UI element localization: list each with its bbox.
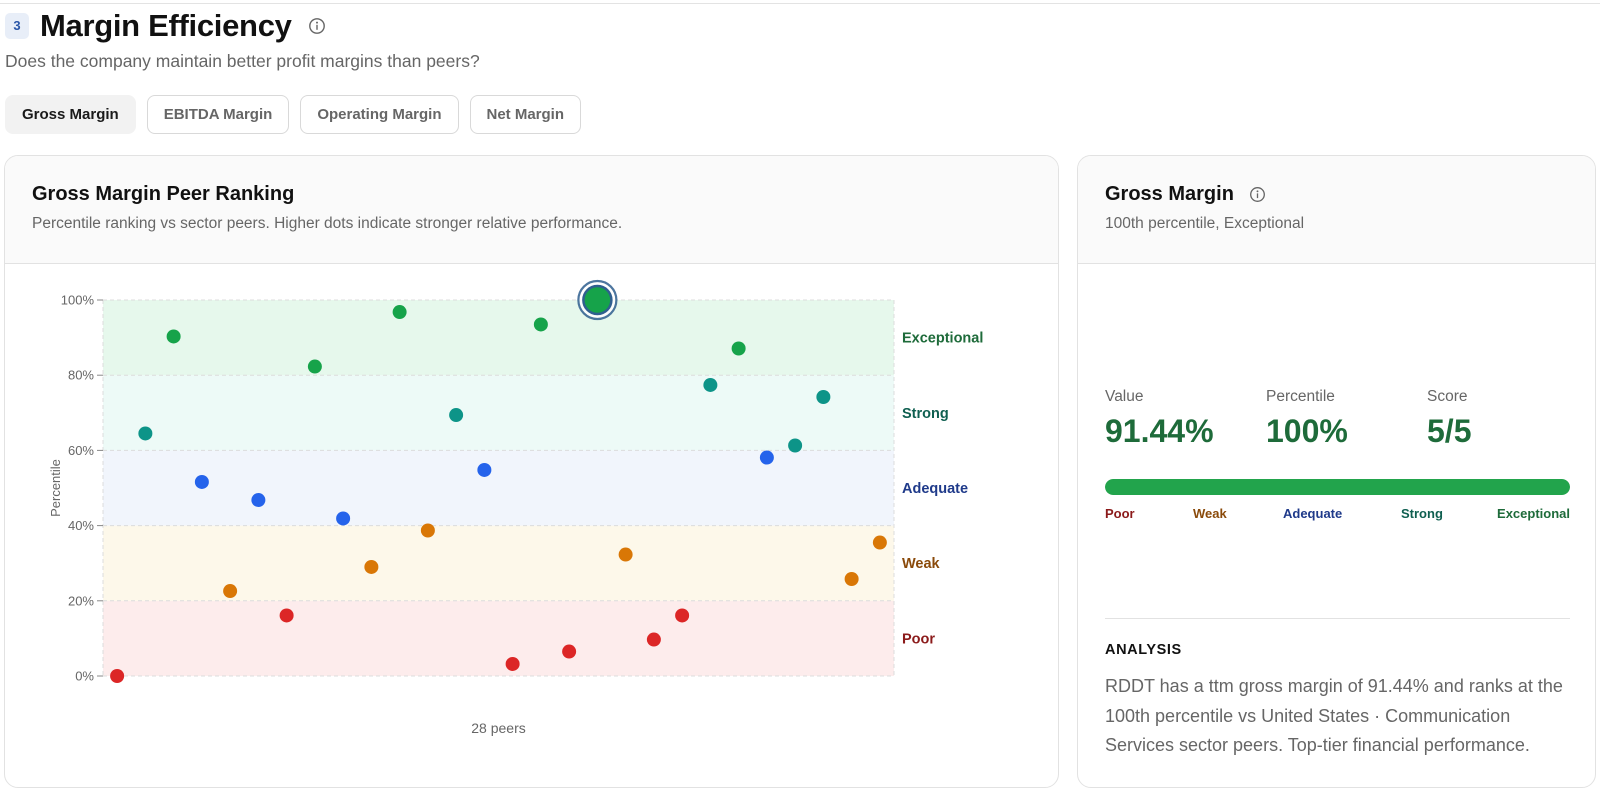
data-point xyxy=(307,359,322,374)
metric-summary-card: Gross Margin 100th percentile, Exception… xyxy=(1077,155,1596,788)
band-exceptional xyxy=(103,300,894,376)
analysis-text: RDDT has a ttm gross margin of 91.44% an… xyxy=(1105,676,1563,755)
band-weak xyxy=(103,525,894,601)
tab-ebitda-margin[interactable]: EBITDA Margin xyxy=(146,95,290,134)
data-point xyxy=(505,656,520,671)
analysis-divider xyxy=(1105,618,1570,619)
stat-score-block: Score 5/5 xyxy=(1427,388,1471,450)
metric-title: Gross Margin xyxy=(1105,183,1234,205)
data-point xyxy=(223,584,238,599)
scale-label-exceptional: Exceptional xyxy=(1497,506,1570,521)
metric-title-row: Gross Margin xyxy=(1105,183,1266,206)
scale-label-weak: Weak xyxy=(1193,506,1227,521)
data-point xyxy=(872,535,887,550)
band-strong xyxy=(103,375,894,451)
data-point xyxy=(138,426,153,441)
data-point xyxy=(533,317,548,332)
percentile-bar xyxy=(1105,479,1570,495)
band-adequate xyxy=(103,450,894,526)
x-axis-label: 28 peers xyxy=(471,720,525,736)
analysis-heading: ANALYSIS xyxy=(1105,642,1182,658)
data-point xyxy=(759,450,774,465)
data-point xyxy=(392,305,407,320)
data-point xyxy=(618,547,633,562)
scale-label-poor: Poor xyxy=(1105,506,1135,521)
data-point xyxy=(731,341,746,356)
tab-net-margin[interactable]: Net Margin xyxy=(469,95,582,134)
data-point xyxy=(449,408,464,423)
band-label-strong: Strong xyxy=(902,406,949,422)
y-tick-label: 100% xyxy=(61,293,95,308)
top-divider xyxy=(0,3,1600,4)
stat-score-label: Score xyxy=(1427,388,1468,405)
percentile-bar-fill xyxy=(1105,479,1570,495)
scale-label-strong: Strong xyxy=(1401,506,1443,521)
metric-info-icon[interactable] xyxy=(1249,186,1266,203)
peer-ranking-card-header xyxy=(5,156,1058,264)
metric-card-header xyxy=(1078,156,1595,264)
data-point xyxy=(788,438,803,453)
band-poor xyxy=(103,600,894,676)
data-point-highlight xyxy=(582,284,613,316)
data-point xyxy=(166,329,181,344)
data-point xyxy=(844,571,859,586)
data-point xyxy=(816,390,831,405)
page-title: Margin Efficiency xyxy=(40,8,292,43)
peer-ranking-chart: 0% 20% 40% 60% 80% 100% Percentile 28 peers Poor… xyxy=(48,279,983,736)
y-axis-label: Percentile xyxy=(48,459,63,517)
stat-percentile: 100% xyxy=(1266,413,1348,449)
stat-value: 91.44% xyxy=(1105,413,1214,449)
data-point xyxy=(279,608,294,623)
data-point xyxy=(110,669,125,683)
y-tick-label: 60% xyxy=(68,443,94,458)
data-point xyxy=(703,377,718,392)
info-icon[interactable] xyxy=(308,17,326,35)
band-label-exceptional: Exceptional xyxy=(902,331,983,347)
data-point xyxy=(336,511,351,526)
y-tick-label: 80% xyxy=(68,368,94,383)
data-point xyxy=(251,493,266,508)
stat-percentile-block: Percentile 100% xyxy=(1266,388,1348,450)
data-point xyxy=(675,608,690,623)
band-label-poor: Poor xyxy=(902,631,935,647)
stat-percentile-label: Percentile xyxy=(1266,388,1335,405)
band-label-weak: Weak xyxy=(902,556,941,572)
section-header: 3 Margin Efficiency xyxy=(5,8,326,44)
metric-tabs: Gross Margin EBITDA Margin Operating Mar… xyxy=(5,95,592,134)
peer-ranking-subtitle: Percentile ranking vs sector peers. High… xyxy=(32,215,623,232)
band-label-adequate: Adequate xyxy=(902,481,968,497)
peer-ranking-title: Gross Margin Peer Ranking xyxy=(32,183,295,205)
tab-operating-margin[interactable]: Operating Margin xyxy=(300,95,459,134)
data-point xyxy=(477,462,492,477)
tab-gross-margin[interactable]: Gross Margin xyxy=(5,95,136,134)
data-point xyxy=(194,474,209,489)
data-point xyxy=(364,559,379,574)
step-badge: 3 xyxy=(5,13,29,39)
section-question: Does the company maintain better profit … xyxy=(5,51,480,71)
percentile-scale: Poor Weak Adequate Strong Exceptional xyxy=(1105,506,1570,524)
peer-ranking-card: Gross Margin Peer Ranking Percentile ran… xyxy=(4,155,1059,788)
data-point xyxy=(420,523,435,538)
metric-subtitle: 100th percentile, Exceptional xyxy=(1105,215,1305,232)
y-tick-label: 20% xyxy=(68,593,94,608)
stat-value-label: Value xyxy=(1105,388,1144,405)
y-tick-label: 0% xyxy=(75,669,94,684)
data-point xyxy=(646,632,661,647)
y-tick-label: 40% xyxy=(68,518,94,533)
data-point xyxy=(562,644,577,659)
stat-value-block: Value 91.44% xyxy=(1105,388,1214,450)
scale-label-adequate: Adequate xyxy=(1283,506,1343,521)
stat-score: 5/5 xyxy=(1427,413,1472,449)
